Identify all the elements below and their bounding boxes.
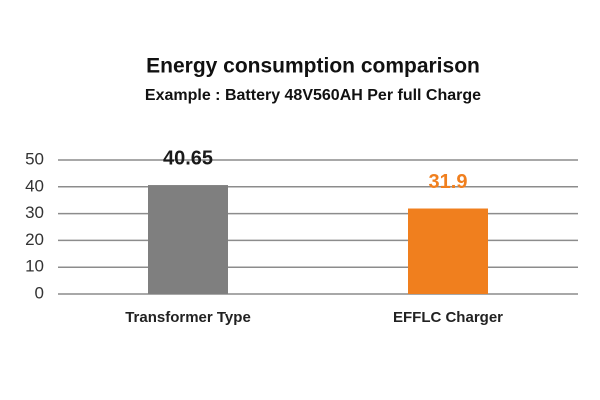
chart-title: Energy consumption comparison	[146, 55, 480, 78]
bar	[148, 185, 228, 294]
y-tick-label: 30	[25, 203, 44, 222]
value-label: 31.9	[429, 171, 468, 193]
y-tick-label: 20	[25, 230, 44, 249]
y-tick-label: 40	[25, 176, 44, 195]
x-tick-label: Transformer Type	[125, 309, 251, 326]
value-label: 40.65	[163, 147, 213, 169]
bar	[408, 208, 488, 294]
chart-subtitle: Example : Battery 48V560AH Per full Char…	[145, 87, 481, 104]
x-tick-label: EFFLC Charger	[393, 309, 503, 326]
y-tick-label: 0	[35, 283, 44, 302]
y-tick-label: 50	[25, 149, 44, 168]
y-tick-label: 10	[25, 257, 44, 276]
